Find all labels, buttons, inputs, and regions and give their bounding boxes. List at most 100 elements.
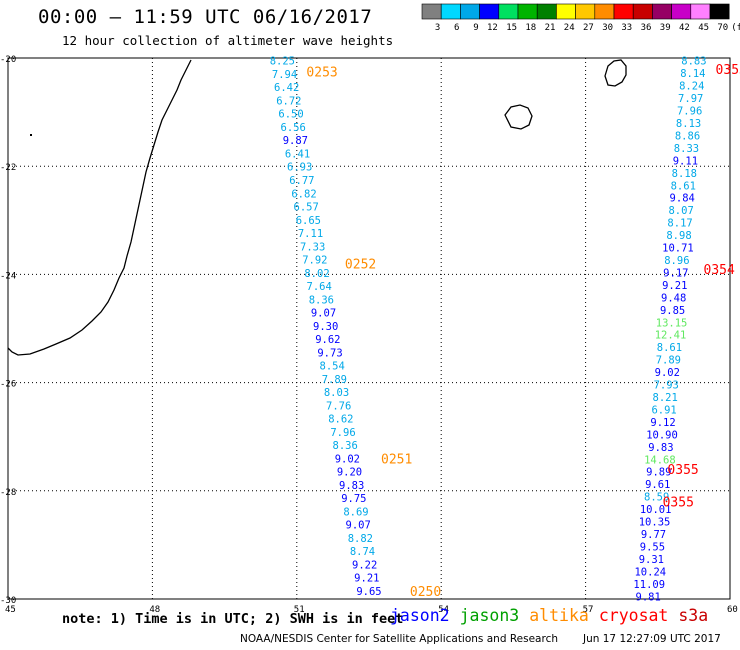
wave-height-value: 8.02 xyxy=(304,268,329,280)
wave-height-value: 8.61 xyxy=(671,180,696,192)
track-cryosat: 8.838.148.247.977.968.138.868.339.118.18… xyxy=(633,56,740,604)
colorbar-swatch xyxy=(498,3,519,20)
wave-height-value: 7.76 xyxy=(326,400,351,412)
wave-height-value: 10.71 xyxy=(662,243,694,255)
wave-height-value: 9.17 xyxy=(663,267,688,279)
colorbar-tick-label: 70 xyxy=(717,23,728,33)
colorbar-tick-label: 39 xyxy=(660,23,671,33)
pass-time-label: 0354 xyxy=(704,263,735,278)
chart-grid xyxy=(7,57,731,600)
colorbar-swatch xyxy=(690,3,711,20)
wave-height-value: 9.20 xyxy=(337,467,362,479)
plot-frame xyxy=(7,57,731,600)
wave-height-value: 12.41 xyxy=(655,330,687,342)
wave-height-value: 8.24 xyxy=(679,81,704,93)
wave-height-value: 8.96 xyxy=(664,255,689,267)
wave-height-value: 9.02 xyxy=(335,453,360,465)
colorbar-swatch xyxy=(517,3,538,20)
pass-time-label: 0251 xyxy=(381,452,412,467)
wave-height-value: 9.07 xyxy=(346,520,371,532)
track-altika: 8.257.946.426.72 6.506.569.876.41 6.936.77… xyxy=(270,56,442,600)
colorbar-swatch xyxy=(594,3,615,20)
madagascar-coastline xyxy=(7,59,192,356)
wave-height-value: 9.62 xyxy=(315,334,340,346)
wave-height-value: 9.48 xyxy=(661,292,686,304)
wave-height-value: 9.12 xyxy=(650,417,675,429)
wave-height-value: 6.91 xyxy=(651,404,676,416)
y-tick-label: -28 xyxy=(0,488,16,498)
wave-height-value: 7.96 xyxy=(677,106,702,118)
pass-time-label: 0250 xyxy=(410,585,441,600)
colorbar-swatch xyxy=(632,3,653,20)
colorbar-tick-label: 3 xyxy=(435,23,440,33)
x-tick-label: 48 xyxy=(149,605,160,615)
colorbar-tick-label: 21 xyxy=(545,23,556,33)
wave-height-value: 8.61 xyxy=(657,342,682,354)
reunion-island xyxy=(504,104,533,130)
colorbar-swatch xyxy=(440,3,461,20)
wave-height-value: 9.22 xyxy=(352,559,377,571)
wave-height-value: 7.96 xyxy=(330,427,355,439)
wave-height-value: 6.77 xyxy=(289,175,314,187)
wave-height-value: 6.57 xyxy=(294,202,319,214)
wave-height-value: 9.81 xyxy=(636,591,661,603)
wave-height-value: 8.18 xyxy=(672,168,697,180)
colorbar-swatch xyxy=(421,3,442,20)
colorbar-swatch xyxy=(709,3,730,20)
wave-height-value: 9.85 xyxy=(660,305,685,317)
wave-height-value: 8.83 xyxy=(681,56,706,68)
wave-height-value: 7.64 xyxy=(307,281,332,293)
colorbar-tick-label: 45 xyxy=(698,23,709,33)
legend-item-jason3: jason3 xyxy=(459,606,520,625)
colorbar-tick-label: 9 xyxy=(473,23,478,33)
y-tick-label: -26 xyxy=(0,380,16,390)
wave-height-value: 6.56 xyxy=(281,122,306,134)
colorbar-tick-label: 36 xyxy=(641,23,652,33)
wave-height-value: 9.73 xyxy=(317,347,342,359)
colorbar-swatch xyxy=(556,3,576,20)
wave-height-value: 7.93 xyxy=(654,380,679,392)
wave-height-value: 8.17 xyxy=(667,218,692,230)
generated-timestamp: Jun 17 12:27:09 UTC 2017 xyxy=(583,633,721,645)
wave-height-value: 7.97 xyxy=(678,93,703,105)
wave-height-value: 8.69 xyxy=(343,506,368,518)
colorbar-tick-label: 24 xyxy=(564,23,575,33)
colorbar-tick-label: 15 xyxy=(506,23,517,33)
footer-note: note: 1) Time is in UTC; 2) SWH is in fe… xyxy=(62,611,404,627)
y-tick-label: -30 xyxy=(0,596,16,606)
x-tick-label: 51 xyxy=(294,605,305,615)
coastlines xyxy=(7,59,627,356)
wave-height-value: 9.75 xyxy=(341,493,366,505)
colorbar-swatch xyxy=(460,3,480,20)
wave-height-value: 7.33 xyxy=(300,241,325,253)
x-tick-label: 45 xyxy=(5,605,16,615)
wave-height-value: 8.21 xyxy=(653,392,678,404)
wave-height-value: 9.21 xyxy=(354,573,379,585)
wave-height-value: 9.83 xyxy=(648,442,673,454)
wave-height-value: 6.41 xyxy=(285,148,310,160)
x-tick-label: 57 xyxy=(583,605,594,615)
pass-time-label: 0353 xyxy=(716,63,740,78)
colorbar-tick-label: 42 xyxy=(679,23,690,33)
wave-height-value: 7.89 xyxy=(322,374,347,386)
wave-height-value: 6.42 xyxy=(274,82,299,94)
colorbar-tick-label: 18 xyxy=(525,23,536,33)
wave-height-value: 9.89 xyxy=(646,467,671,479)
wave-height-value: 8.13 xyxy=(676,118,701,130)
page-subtitle: 12 hour collection of altimeter wave hei… xyxy=(62,33,394,48)
wave-height-value: 7.11 xyxy=(298,228,323,240)
wave-height-value: 8.54 xyxy=(320,361,345,373)
wave-height-value: 8.74 xyxy=(350,546,375,558)
wave-height-value: 6.50 xyxy=(278,109,303,121)
wave-height-value: 8.25 xyxy=(270,56,295,68)
wave-height-value: 8.36 xyxy=(333,440,358,452)
pass-time-label: 0253 xyxy=(306,66,337,81)
wave-height-value: 9.65 xyxy=(356,586,381,598)
colorbar-tick-label: 33 xyxy=(621,23,632,33)
wave-height-value: 8.86 xyxy=(675,130,700,142)
wave-height-value: 7.89 xyxy=(656,355,681,367)
